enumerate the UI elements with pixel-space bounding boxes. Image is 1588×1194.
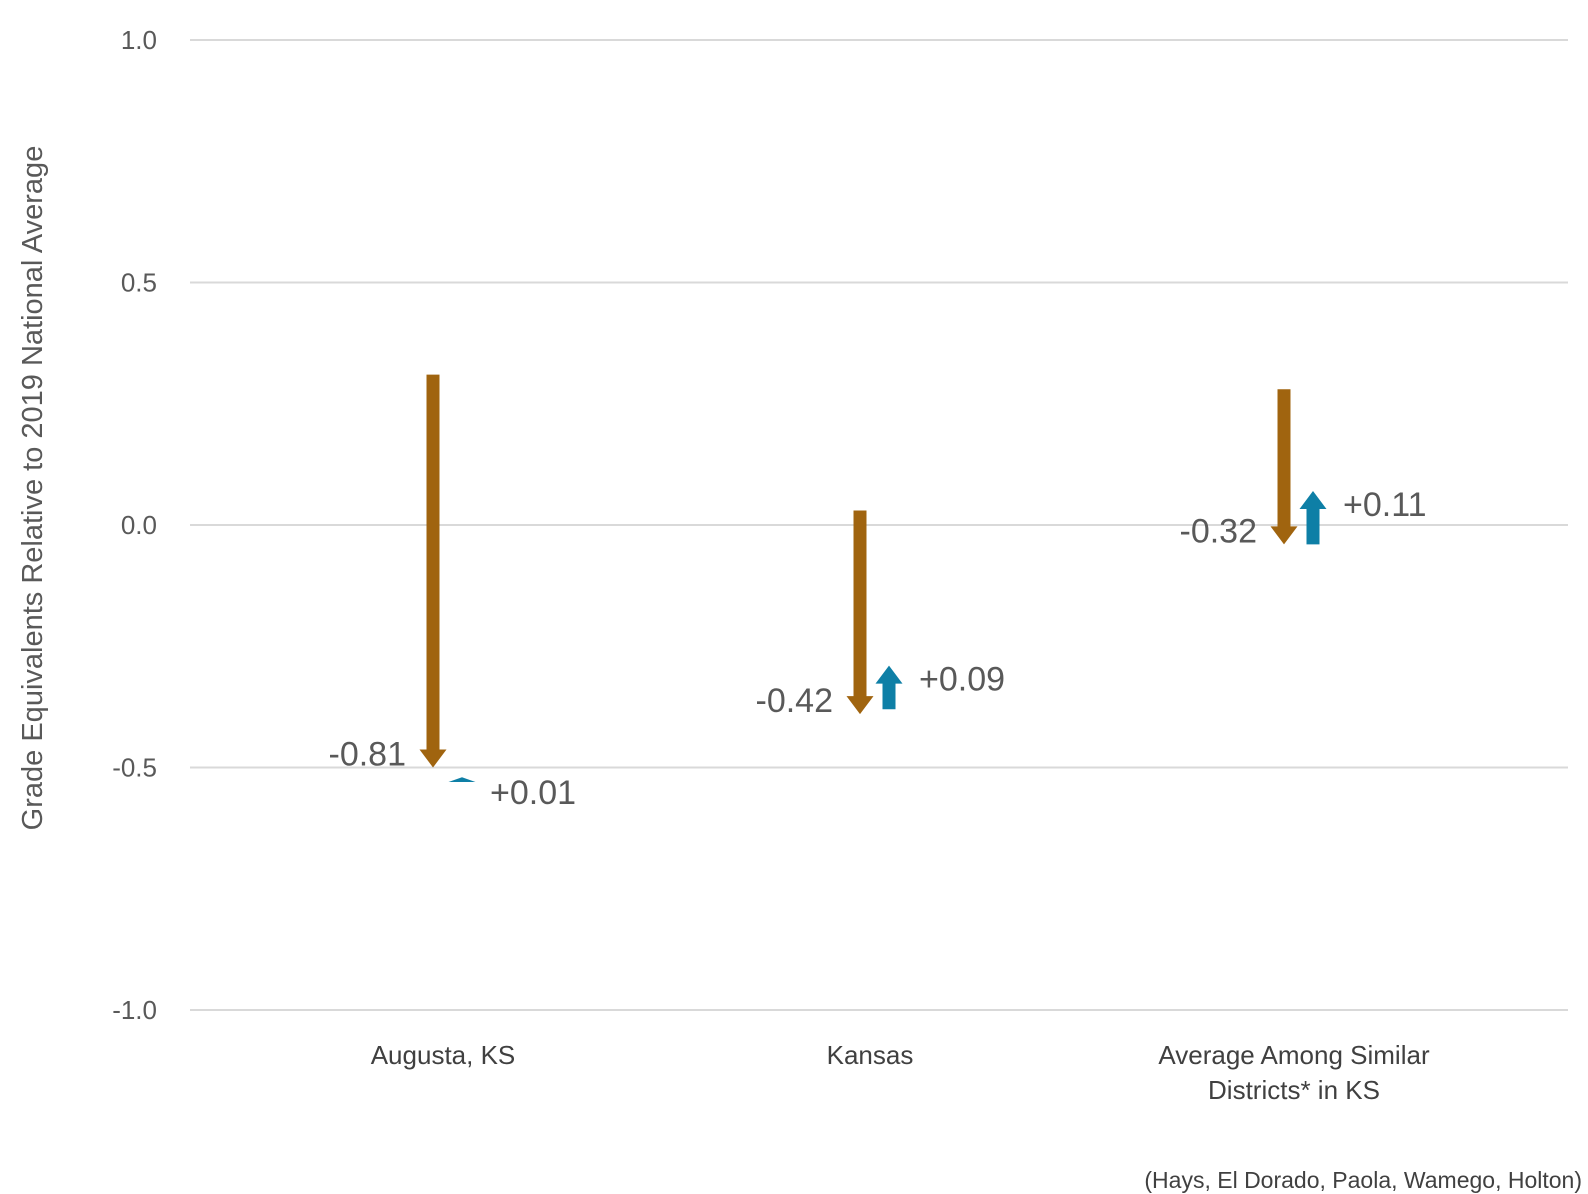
data-label: +0.01	[490, 774, 576, 812]
y-axis-tick-labels: 1.0 0.5 0.0 -0.5 -1.0	[112, 25, 157, 1025]
x-category-label: Kansas	[827, 1040, 914, 1070]
y-axis-title: Grade Equivalents Relative to 2019 Natio…	[17, 146, 49, 831]
decline-arrow	[846, 510, 874, 715]
data-label: +0.09	[919, 661, 1005, 699]
decline-arrow	[419, 374, 447, 768]
y-tick-label: 1.0	[121, 25, 157, 55]
y-tick-label: 0.0	[121, 510, 157, 540]
y-tick-label: -1.0	[112, 995, 157, 1025]
arrow-shape	[448, 777, 476, 783]
footnote: (Hays, El Dorado, Paola, Wamego, Holton)	[1144, 1167, 1582, 1193]
data-label: -0.32	[1180, 512, 1258, 550]
recovery-arrow	[448, 777, 476, 783]
y-tick-label: 0.5	[121, 268, 157, 298]
y-tick-label: -0.5	[112, 753, 157, 783]
data-label: -0.81	[329, 736, 407, 774]
arrow-shape	[1270, 389, 1298, 545]
x-category-label: Districts* in KS	[1208, 1075, 1380, 1105]
x-category-label: Augusta, KS	[371, 1040, 516, 1070]
recovery-arrow	[875, 665, 903, 710]
arrow-shape	[1299, 491, 1327, 545]
data-labels: -0.81 -0.42 -0.32 +0.01 +0.09 +0.11	[329, 486, 1427, 812]
decline-arrow	[1270, 389, 1298, 545]
data-label: +0.11	[1343, 486, 1427, 524]
x-axis-category-labels: Augusta, KS Kansas Average Among Similar Di…	[371, 1040, 1430, 1105]
arrow-shape	[846, 510, 874, 715]
arrow-series	[419, 374, 1327, 783]
recovery-arrow	[1299, 491, 1327, 545]
data-label: -0.42	[756, 682, 834, 720]
arrow-shape	[875, 665, 903, 710]
arrow-shape	[419, 374, 447, 768]
grid-lines	[190, 39, 1568, 1011]
x-category-label: Average Among Similar	[1158, 1040, 1430, 1070]
